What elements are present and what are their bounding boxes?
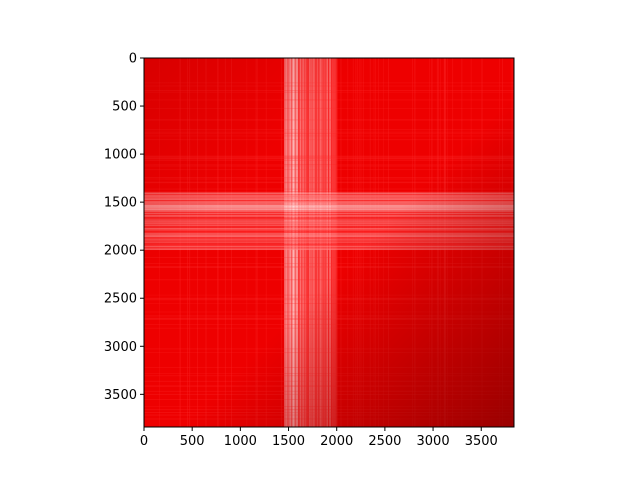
x-tick-label: 3500 (465, 434, 498, 449)
x-tick-label: 0 (140, 434, 148, 449)
y-tick-label: 1000 (104, 148, 137, 163)
y-tick-label: 3000 (104, 340, 137, 355)
x-tick-label: 3000 (417, 434, 450, 449)
heatmap-image (144, 58, 514, 427)
y-tick-label: 500 (112, 100, 137, 115)
x-tick-label: 2000 (320, 434, 353, 449)
y-axis: 0 500 1000 1500 2000 2500 3000 3500 (104, 52, 144, 403)
plot-frame (143, 57, 515, 428)
y-tick-label: 3500 (104, 388, 137, 403)
heatmap-shade-corner (144, 58, 514, 427)
y-tick-label: 1500 (104, 196, 137, 211)
x-tick-label: 2500 (368, 434, 401, 449)
y-tick-label: 0 (129, 52, 137, 67)
x-axis: 0 500 1000 1500 2000 2500 3000 3500 (140, 427, 498, 449)
y-tick-label: 2000 (104, 244, 137, 259)
y-tick-label: 2500 (104, 292, 137, 307)
x-tick-label: 1000 (224, 434, 257, 449)
x-tick-label: 1500 (272, 434, 305, 449)
x-tick-label: 500 (180, 434, 205, 449)
